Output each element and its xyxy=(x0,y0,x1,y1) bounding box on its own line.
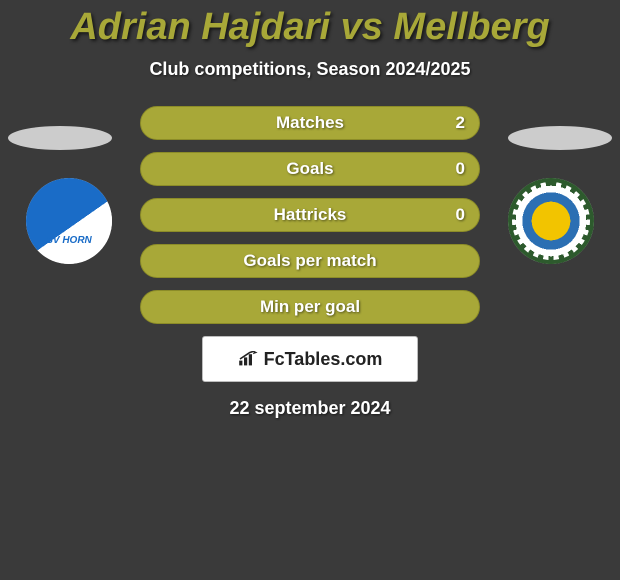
stat-right-value: 0 xyxy=(456,159,465,179)
club-logo-left: SV HORN xyxy=(26,178,112,264)
stat-row-gpm: Goals per match xyxy=(140,244,480,278)
stat-label: Goals per match xyxy=(243,251,376,271)
subtitle: Club competitions, Season 2024/2025 xyxy=(0,59,620,80)
date-label: 22 september 2024 xyxy=(0,398,620,419)
stat-label: Hattricks xyxy=(274,205,347,225)
stat-label: Matches xyxy=(276,113,344,133)
stat-row-matches: Matches 2 xyxy=(140,106,480,140)
stats-container: Matches 2 Goals 0 Hattricks 0 Goals per … xyxy=(140,106,480,324)
player-placeholder-right xyxy=(508,126,612,150)
club-logo-left-text: SV HORN xyxy=(26,235,112,246)
branding: FcTables.com xyxy=(202,336,418,382)
stat-label: Min per goal xyxy=(260,297,360,317)
branding-text: FcTables.com xyxy=(264,349,383,370)
club-logo-right xyxy=(508,178,594,264)
chart-icon xyxy=(238,351,258,367)
stat-right-value: 0 xyxy=(456,205,465,225)
player-placeholder-left xyxy=(8,126,112,150)
page-title: Adrian Hajdari vs Mellberg xyxy=(0,0,620,49)
stat-row-hattricks: Hattricks 0 xyxy=(140,198,480,232)
stat-label: Goals xyxy=(286,159,333,179)
stat-right-value: 2 xyxy=(456,113,465,133)
stat-row-mpg: Min per goal xyxy=(140,290,480,324)
stat-row-goals: Goals 0 xyxy=(140,152,480,186)
